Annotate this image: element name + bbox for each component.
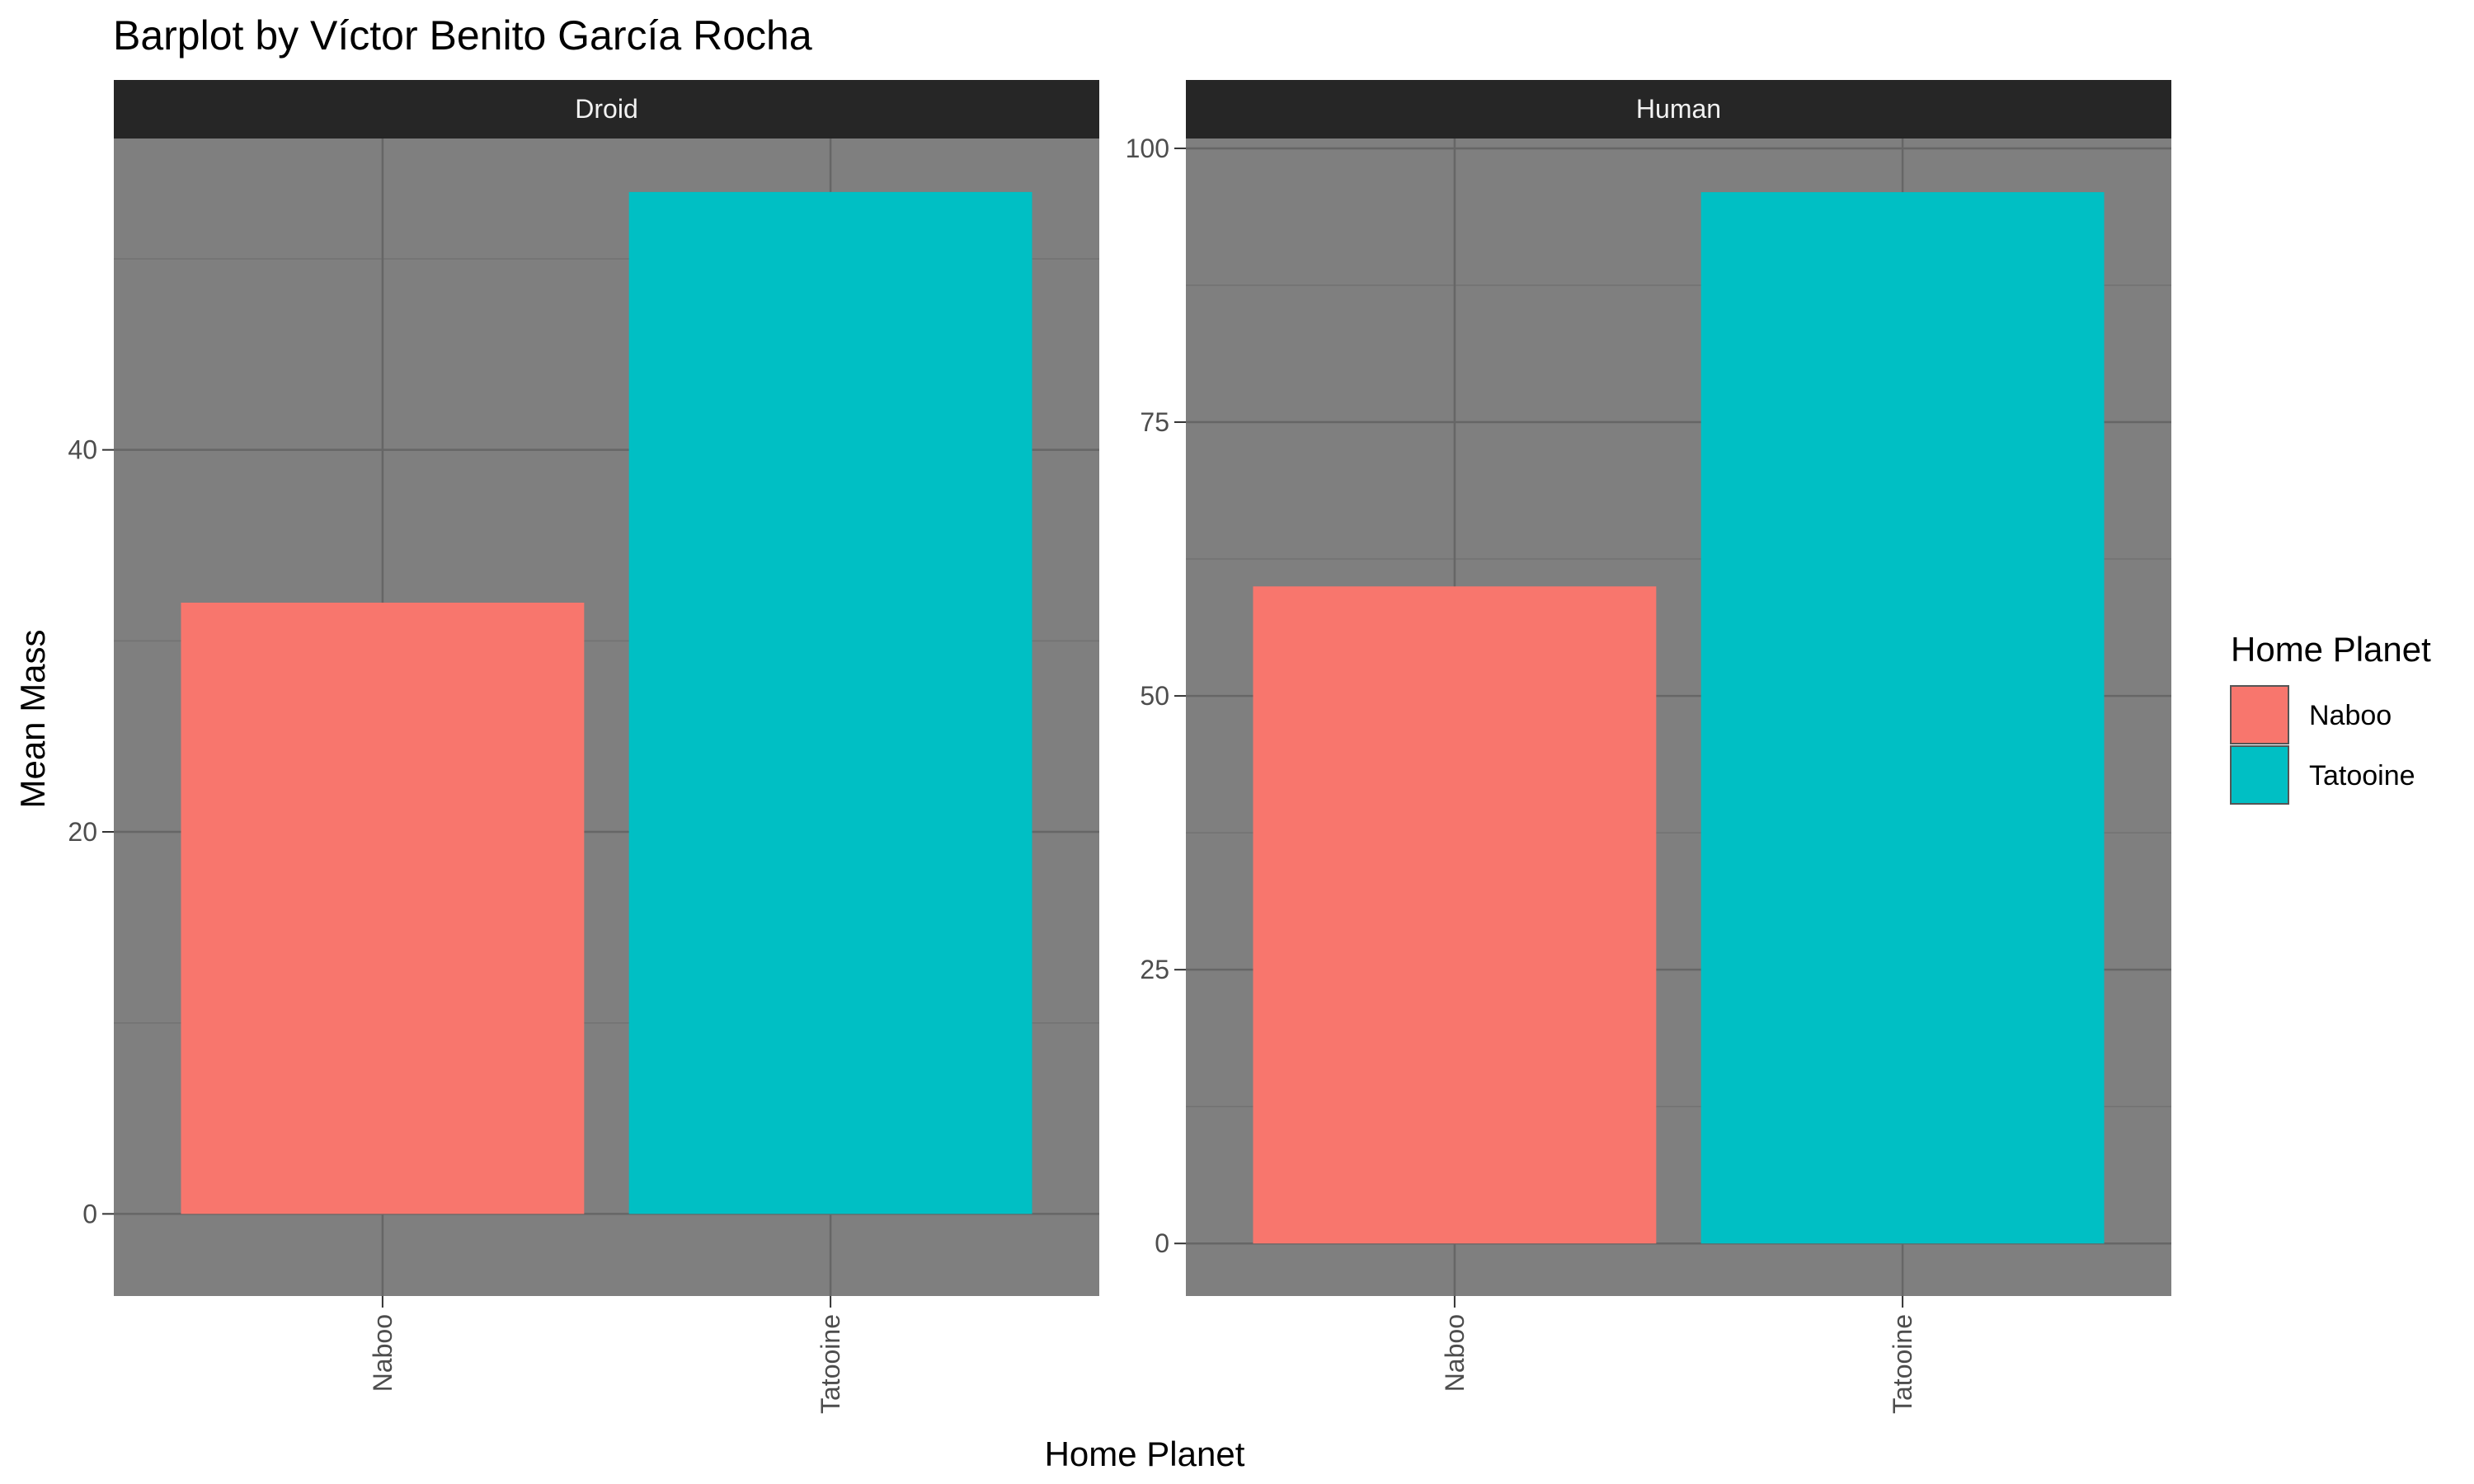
panel-droid: Droid 0 20 40 Naboo Tatooine bbox=[68, 80, 1099, 1414]
legend-key-naboo bbox=[2230, 685, 2289, 744]
bar-droid-tatooine bbox=[628, 191, 1032, 1214]
facet-panels: Droid 0 20 40 Naboo Tatooine Human 0 25 50 75 100 Na… bbox=[68, 80, 2171, 1414]
y-tick-label: 0 bbox=[82, 1199, 97, 1228]
y-axis-title: Mean Mass bbox=[13, 629, 52, 808]
y-tick-label: 100 bbox=[1126, 134, 1169, 163]
x-tick-label: Naboo bbox=[368, 1314, 397, 1392]
bar-droid-naboo bbox=[181, 602, 585, 1214]
y-tick-label: 25 bbox=[1140, 955, 1169, 984]
facet-strip-label: Droid bbox=[575, 94, 637, 124]
chart-title: Barplot by Víctor Benito García Rocha bbox=[113, 12, 812, 59]
legend-key-tatooine bbox=[2230, 745, 2289, 805]
y-tick-label: 20 bbox=[68, 817, 97, 847]
y-tick-label: 50 bbox=[1140, 681, 1169, 711]
x-axis-title: Home Planet bbox=[1045, 1435, 1245, 1473]
y-tick-label: 75 bbox=[1140, 407, 1169, 437]
facet-strip-label: Human bbox=[1636, 94, 1721, 124]
y-tick-label: 0 bbox=[1155, 1228, 1169, 1258]
facet-strip bbox=[114, 80, 1099, 139]
legend: Home Planet Naboo Tatooine bbox=[2230, 630, 2431, 805]
x-tick-label: Tatooine bbox=[1888, 1314, 1917, 1414]
bar-human-tatooine bbox=[1700, 192, 2105, 1244]
x-tick-label: Naboo bbox=[1440, 1314, 1470, 1392]
legend-label-naboo: Naboo bbox=[2309, 700, 2392, 731]
panel-human: Human 0 25 50 75 100 Naboo Tatooine bbox=[1126, 80, 2171, 1414]
legend-label-tatooine: Tatooine bbox=[2309, 760, 2415, 791]
bar-human-naboo bbox=[1253, 586, 1657, 1244]
facet-strip bbox=[1186, 80, 2171, 139]
y-tick-label: 40 bbox=[68, 435, 97, 465]
legend-title: Home Planet bbox=[2231, 630, 2431, 669]
x-tick-label: Tatooine bbox=[816, 1314, 845, 1414]
